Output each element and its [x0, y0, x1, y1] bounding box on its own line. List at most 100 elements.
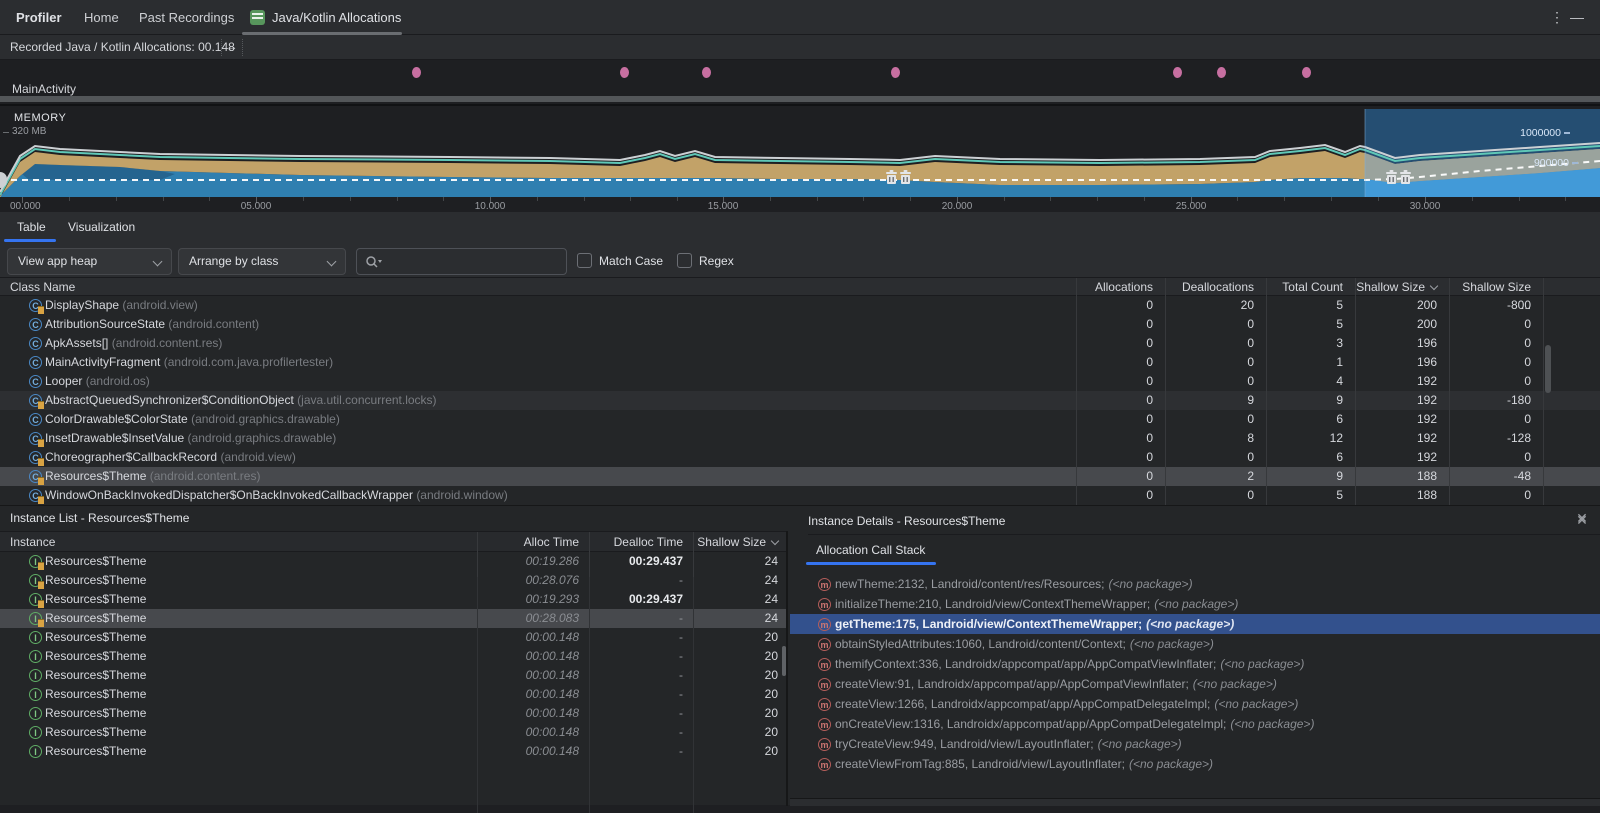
- active-callstack-tab-underline: [806, 562, 936, 565]
- active-view-tab-underline: [4, 239, 56, 242]
- axis-tick-label: 15.000: [707, 201, 739, 212]
- table-row[interactable]: C InsetDrawable$InsetValue (android.graph…: [0, 429, 1600, 448]
- class-icon: C: [29, 318, 42, 331]
- event-track[interactable]: MainActivity: [0, 60, 1600, 104]
- call-stack-frame[interactable]: m themifyContext:336, Landroidx/appcompat…: [790, 654, 1600, 674]
- instance-scrollbar[interactable]: [782, 646, 786, 676]
- instance-icon: I: [29, 669, 42, 682]
- class-icon: C: [29, 356, 42, 369]
- call-stack-frame[interactable]: m createView:1266, Landroidx/appcompat/ap…: [790, 694, 1600, 714]
- table-row[interactable]: C Looper (android.os) 0 0 4 192 0: [0, 372, 1600, 391]
- instance-row[interactable]: I Resources$Theme 00:00.148 - 20: [0, 647, 786, 666]
- close-icon[interactable]: ✕: [1576, 510, 1588, 526]
- axis-minor-tick: [163, 197, 164, 201]
- method-icon: m: [818, 717, 831, 731]
- close-icon[interactable]: ✕: [1576, 512, 1588, 528]
- instance-icon: I: [29, 726, 42, 739]
- allocation-event-dot[interactable]: [1302, 67, 1311, 78]
- instance-row[interactable]: I Resources$Theme 00:00.148 - 20: [0, 704, 786, 723]
- allocation-event-dot[interactable]: [1173, 67, 1182, 78]
- call-stack-list: m newTheme:2132, Landroid/content/res/Res…: [790, 574, 1600, 774]
- axis-minor-tick: [69, 197, 70, 201]
- instance-row[interactable]: I Resources$Theme 00:00.148 - 20: [0, 742, 786, 761]
- col-dealloc-time[interactable]: Dealloc Time: [589, 532, 693, 553]
- arrange-selector[interactable]: Arrange by class: [178, 248, 346, 275]
- allocation-event-dot[interactable]: [620, 67, 629, 78]
- instance-row[interactable]: I Resources$Theme 00:28.083 - 24: [0, 609, 786, 628]
- nav-past-recordings[interactable]: Past Recordings: [139, 10, 235, 25]
- table-row[interactable]: C AttributionSourceState (android.content…: [0, 315, 1600, 334]
- call-stack-frame[interactable]: m newTheme:2132, Landroid/content/res/Res…: [790, 574, 1600, 594]
- table-row[interactable]: C Choreographer$CallbackRecord (android.v…: [0, 448, 1600, 467]
- table-row[interactable]: C WindowOnBackInvokedDispatcher$OnBackInv…: [0, 486, 1600, 505]
- allocation-event-dot[interactable]: [702, 67, 711, 78]
- tab-table[interactable]: Table: [17, 220, 46, 234]
- call-stack-frame[interactable]: m onCreateView:1316, Landroidx/appcompat/…: [790, 714, 1600, 734]
- class-rows: C DisplayShape (android.view) 0 20 5 200 …: [0, 296, 1600, 505]
- recorded-label: Recorded Java / Kotlin Allocations: 00.1…: [10, 40, 235, 54]
- table-row[interactable]: C ColorDrawable$ColorState (android.graph…: [0, 410, 1600, 429]
- time-axis: 00.000 05.000 10.000 15.000: [0, 197, 1600, 214]
- instance-row[interactable]: I Resources$Theme 00:00.148 - 20: [0, 666, 786, 685]
- more-options-icon[interactable]: ⋮: [1550, 9, 1564, 25]
- allocation-event-dot[interactable]: [412, 67, 421, 78]
- axis-minor-tick: [677, 197, 678, 201]
- col-class-name[interactable]: Class Name: [10, 280, 76, 294]
- memory-timeline[interactable]: MEMORY 320 MB 1000000 900000: [0, 104, 1600, 214]
- instance-details-panel: Instance Details - Resources$Theme ✕ All…: [790, 506, 1600, 806]
- gc-event-icon: [886, 170, 912, 184]
- search-input[interactable]: [356, 248, 567, 275]
- instance-row[interactable]: I Resources$Theme 00:00.148 - 20: [0, 723, 786, 742]
- col-inst-shallow-size[interactable]: Shallow Size: [693, 532, 788, 553]
- call-stack-frame[interactable]: m createView:91, Landroidx/appcompat/app/…: [790, 674, 1600, 694]
- range-handle[interactable]: [0, 172, 7, 188]
- allocations-session-icon: [250, 10, 265, 25]
- call-stack-frame[interactable]: m obtainStyledAttributes:1060, Landroid/c…: [790, 634, 1600, 654]
- selection-count-axis-label: 1000000: [1510, 127, 1570, 139]
- method-icon: m: [818, 737, 831, 751]
- table-row[interactable]: C AbstractQueuedSynchronizer$ConditionObj…: [0, 391, 1600, 410]
- instance-row[interactable]: I Resources$Theme 00:19.293 00:29.437 24: [0, 590, 786, 609]
- nav-home[interactable]: Home: [84, 10, 119, 25]
- active-tab-underline: [242, 32, 402, 35]
- instance-row[interactable]: I Resources$Theme 00:00.148 - 20: [0, 628, 786, 647]
- allocation-event-dot[interactable]: [891, 67, 900, 78]
- table-row[interactable]: C MainActivityFragment (android.com.java.…: [0, 353, 1600, 372]
- table-row[interactable]: C DisplayShape (android.view) 0 20 5 200 …: [0, 296, 1600, 315]
- instance-row[interactable]: I Resources$Theme 00:00.148 - 20: [0, 685, 786, 704]
- gc-event-icon: [1386, 170, 1412, 184]
- instance-row[interactable]: I Resources$Theme 00:28.076 - 24: [0, 571, 786, 590]
- method-icon: m: [818, 677, 831, 691]
- tab-visualization[interactable]: Visualization: [68, 220, 136, 234]
- call-stack-frame[interactable]: m createViewFromTag:885, Landroid/view/La…: [790, 754, 1600, 774]
- call-stack-frame[interactable]: m initializeTheme:210, Landroid/view/Cont…: [790, 594, 1600, 614]
- class-table-header: Class Name Allocations Deallocations Tot…: [0, 278, 1600, 314]
- zoom-to-fit-icon[interactable]: ↔: [221, 39, 243, 56]
- memory-axis-max-label: 320 MB: [2, 126, 47, 137]
- call-stack-frame[interactable]: m tryCreateView:949, Landroid/view/Layout…: [790, 734, 1600, 754]
- heap-selector[interactable]: View app heap: [7, 248, 172, 275]
- selection-allocated-label: 900000: [1518, 157, 1578, 169]
- instance-icon: I: [29, 707, 42, 720]
- instance-rows: I Resources$Theme 00:19.286 00:29.437 24 …: [0, 552, 786, 761]
- instance-row[interactable]: I Resources$Theme 00:19.286 00:29.437 24: [0, 552, 786, 571]
- memory-area-chart[interactable]: [0, 106, 1600, 197]
- call-stack-frame[interactable]: m getTheme:175, Landroid/view/ContextThem…: [790, 614, 1600, 634]
- allocation-event-dot[interactable]: [1217, 67, 1226, 78]
- axis-minor-tick: [630, 197, 631, 201]
- axis-minor-tick: [863, 197, 864, 201]
- tab-java-kotlin-allocations[interactable]: Java/Kotlin Allocations: [242, 0, 402, 35]
- table-row[interactable]: C Resources$Theme (android.content.res) 0…: [0, 467, 1600, 486]
- col-alloc-time[interactable]: Alloc Time: [477, 532, 589, 553]
- instance-list-title: Instance List - Resources$Theme: [10, 511, 190, 525]
- axis-major-tick: [957, 197, 958, 203]
- axis-tick-label: 00.000: [10, 201, 41, 212]
- col-instance[interactable]: Instance: [10, 535, 56, 549]
- instance-icon: I: [29, 612, 44, 627]
- tab-allocation-call-stack[interactable]: Allocation Call Stack: [816, 543, 926, 557]
- regex-checkbox[interactable]: [677, 253, 692, 268]
- vertical-scrollbar[interactable]: [1545, 345, 1551, 393]
- table-row[interactable]: C ApkAssets[] (android.content.res) 0 0 3…: [0, 334, 1600, 353]
- minimize-icon[interactable]: —: [1570, 9, 1584, 25]
- match-case-checkbox[interactable]: [577, 253, 592, 268]
